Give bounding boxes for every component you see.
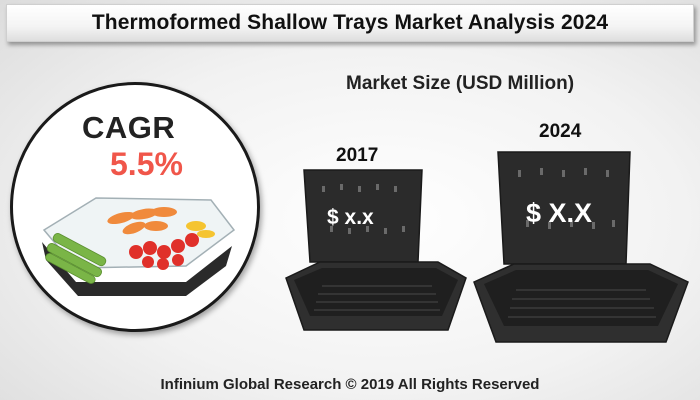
cagr-label: CAGR xyxy=(82,110,176,145)
tray-2017-image xyxy=(285,169,467,331)
market-size-label: Market Size (USD Million) xyxy=(346,73,575,94)
cagr-value: 5.5% xyxy=(110,146,183,182)
footer-copyright: Infinium Global Research © 2019 All Righ… xyxy=(160,376,540,393)
food-container-image xyxy=(42,197,236,296)
tray-2024-image xyxy=(473,151,689,343)
title-banner: Thermoformed Shallow Trays Market Analys… xyxy=(6,4,694,42)
year-2017-label: 2017 xyxy=(336,145,379,166)
year-2024-label: 2024 xyxy=(539,121,582,142)
page-title: Thermoformed Shallow Trays Market Analys… xyxy=(91,11,609,34)
value-2017-label: $ x.x xyxy=(327,206,374,229)
value-2024-label: $ X.X xyxy=(526,198,593,228)
